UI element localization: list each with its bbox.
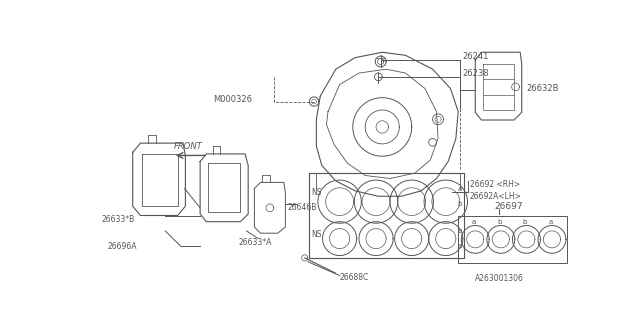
Text: b: b <box>458 228 462 234</box>
Text: a: a <box>458 243 461 249</box>
Bar <box>458 215 566 263</box>
Text: 26633*A: 26633*A <box>239 238 272 247</box>
Text: 26241: 26241 <box>463 52 489 61</box>
Text: b: b <box>458 201 462 207</box>
Text: M000326: M000326 <box>213 95 252 105</box>
Text: a: a <box>472 219 476 225</box>
Text: 26646B: 26646B <box>288 203 317 212</box>
Text: A263001306: A263001306 <box>476 274 524 283</box>
Text: 26692A<LH>: 26692A<LH> <box>470 192 522 201</box>
Text: NS: NS <box>311 188 321 197</box>
Text: 26238: 26238 <box>463 69 490 78</box>
Text: 26692 <RH>: 26692 <RH> <box>470 180 520 189</box>
Text: b: b <box>523 219 527 225</box>
Text: 26633*B: 26633*B <box>102 215 135 224</box>
Text: 26632B: 26632B <box>527 84 559 93</box>
Text: 26696A: 26696A <box>107 242 136 251</box>
Text: 26688C: 26688C <box>340 273 369 282</box>
Text: b: b <box>497 219 502 225</box>
Text: FRONT: FRONT <box>174 142 203 151</box>
Text: a: a <box>548 219 552 225</box>
Text: NS: NS <box>311 230 321 239</box>
Text: 26697: 26697 <box>495 202 524 211</box>
Text: a: a <box>458 186 461 192</box>
